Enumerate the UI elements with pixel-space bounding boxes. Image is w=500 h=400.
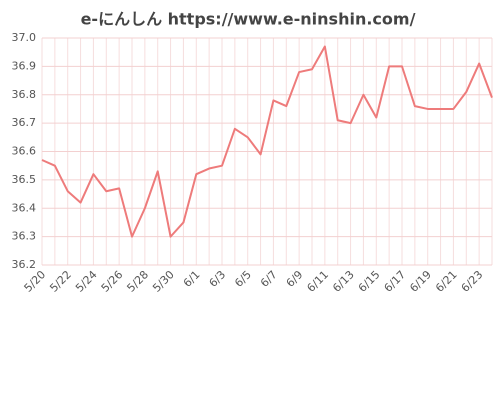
y-tick-label: 36.6 — [12, 145, 37, 158]
chart-title: e-にんしん https://www.e-ninshin.com/ — [81, 10, 416, 29]
x-tick-label: 6/5 — [232, 268, 254, 290]
x-tick-label: 5/22 — [47, 268, 74, 295]
x-tick-label: 5/30 — [150, 268, 177, 295]
x-tick-label: 6/11 — [304, 268, 331, 295]
y-tick-label: 36.4 — [12, 201, 37, 214]
data-line — [41, 45, 493, 238]
y-tick-label: 36.2 — [12, 258, 37, 271]
x-tick-label: 5/20 — [22, 268, 49, 295]
x-tick-label: 6/15 — [356, 268, 383, 295]
x-tick-label: 6/1 — [181, 268, 203, 290]
y-tick-label: 37.0 — [12, 31, 37, 44]
y-tick-label: 36.9 — [12, 59, 37, 72]
x-tick-label: 6/13 — [330, 268, 357, 295]
y-tick-label: 36.3 — [12, 230, 37, 243]
x-tick-label: 5/24 — [73, 268, 100, 295]
x-tick-label: 5/28 — [124, 268, 151, 295]
y-tick-label: 36.7 — [12, 116, 37, 129]
x-tick-label: 6/9 — [284, 268, 306, 290]
x-tick-label: 6/7 — [258, 268, 280, 290]
x-tick-label: 6/23 — [459, 268, 486, 295]
x-tick-label: 5/26 — [99, 268, 126, 295]
x-tick-label: 6/3 — [207, 268, 229, 290]
x-tick-label: 6/19 — [407, 268, 434, 295]
y-tick-label: 36.5 — [12, 173, 37, 186]
x-tick-label: 6/21 — [433, 268, 460, 295]
x-tick-label: 6/17 — [382, 268, 409, 295]
y-tick-label: 36.8 — [12, 88, 37, 101]
